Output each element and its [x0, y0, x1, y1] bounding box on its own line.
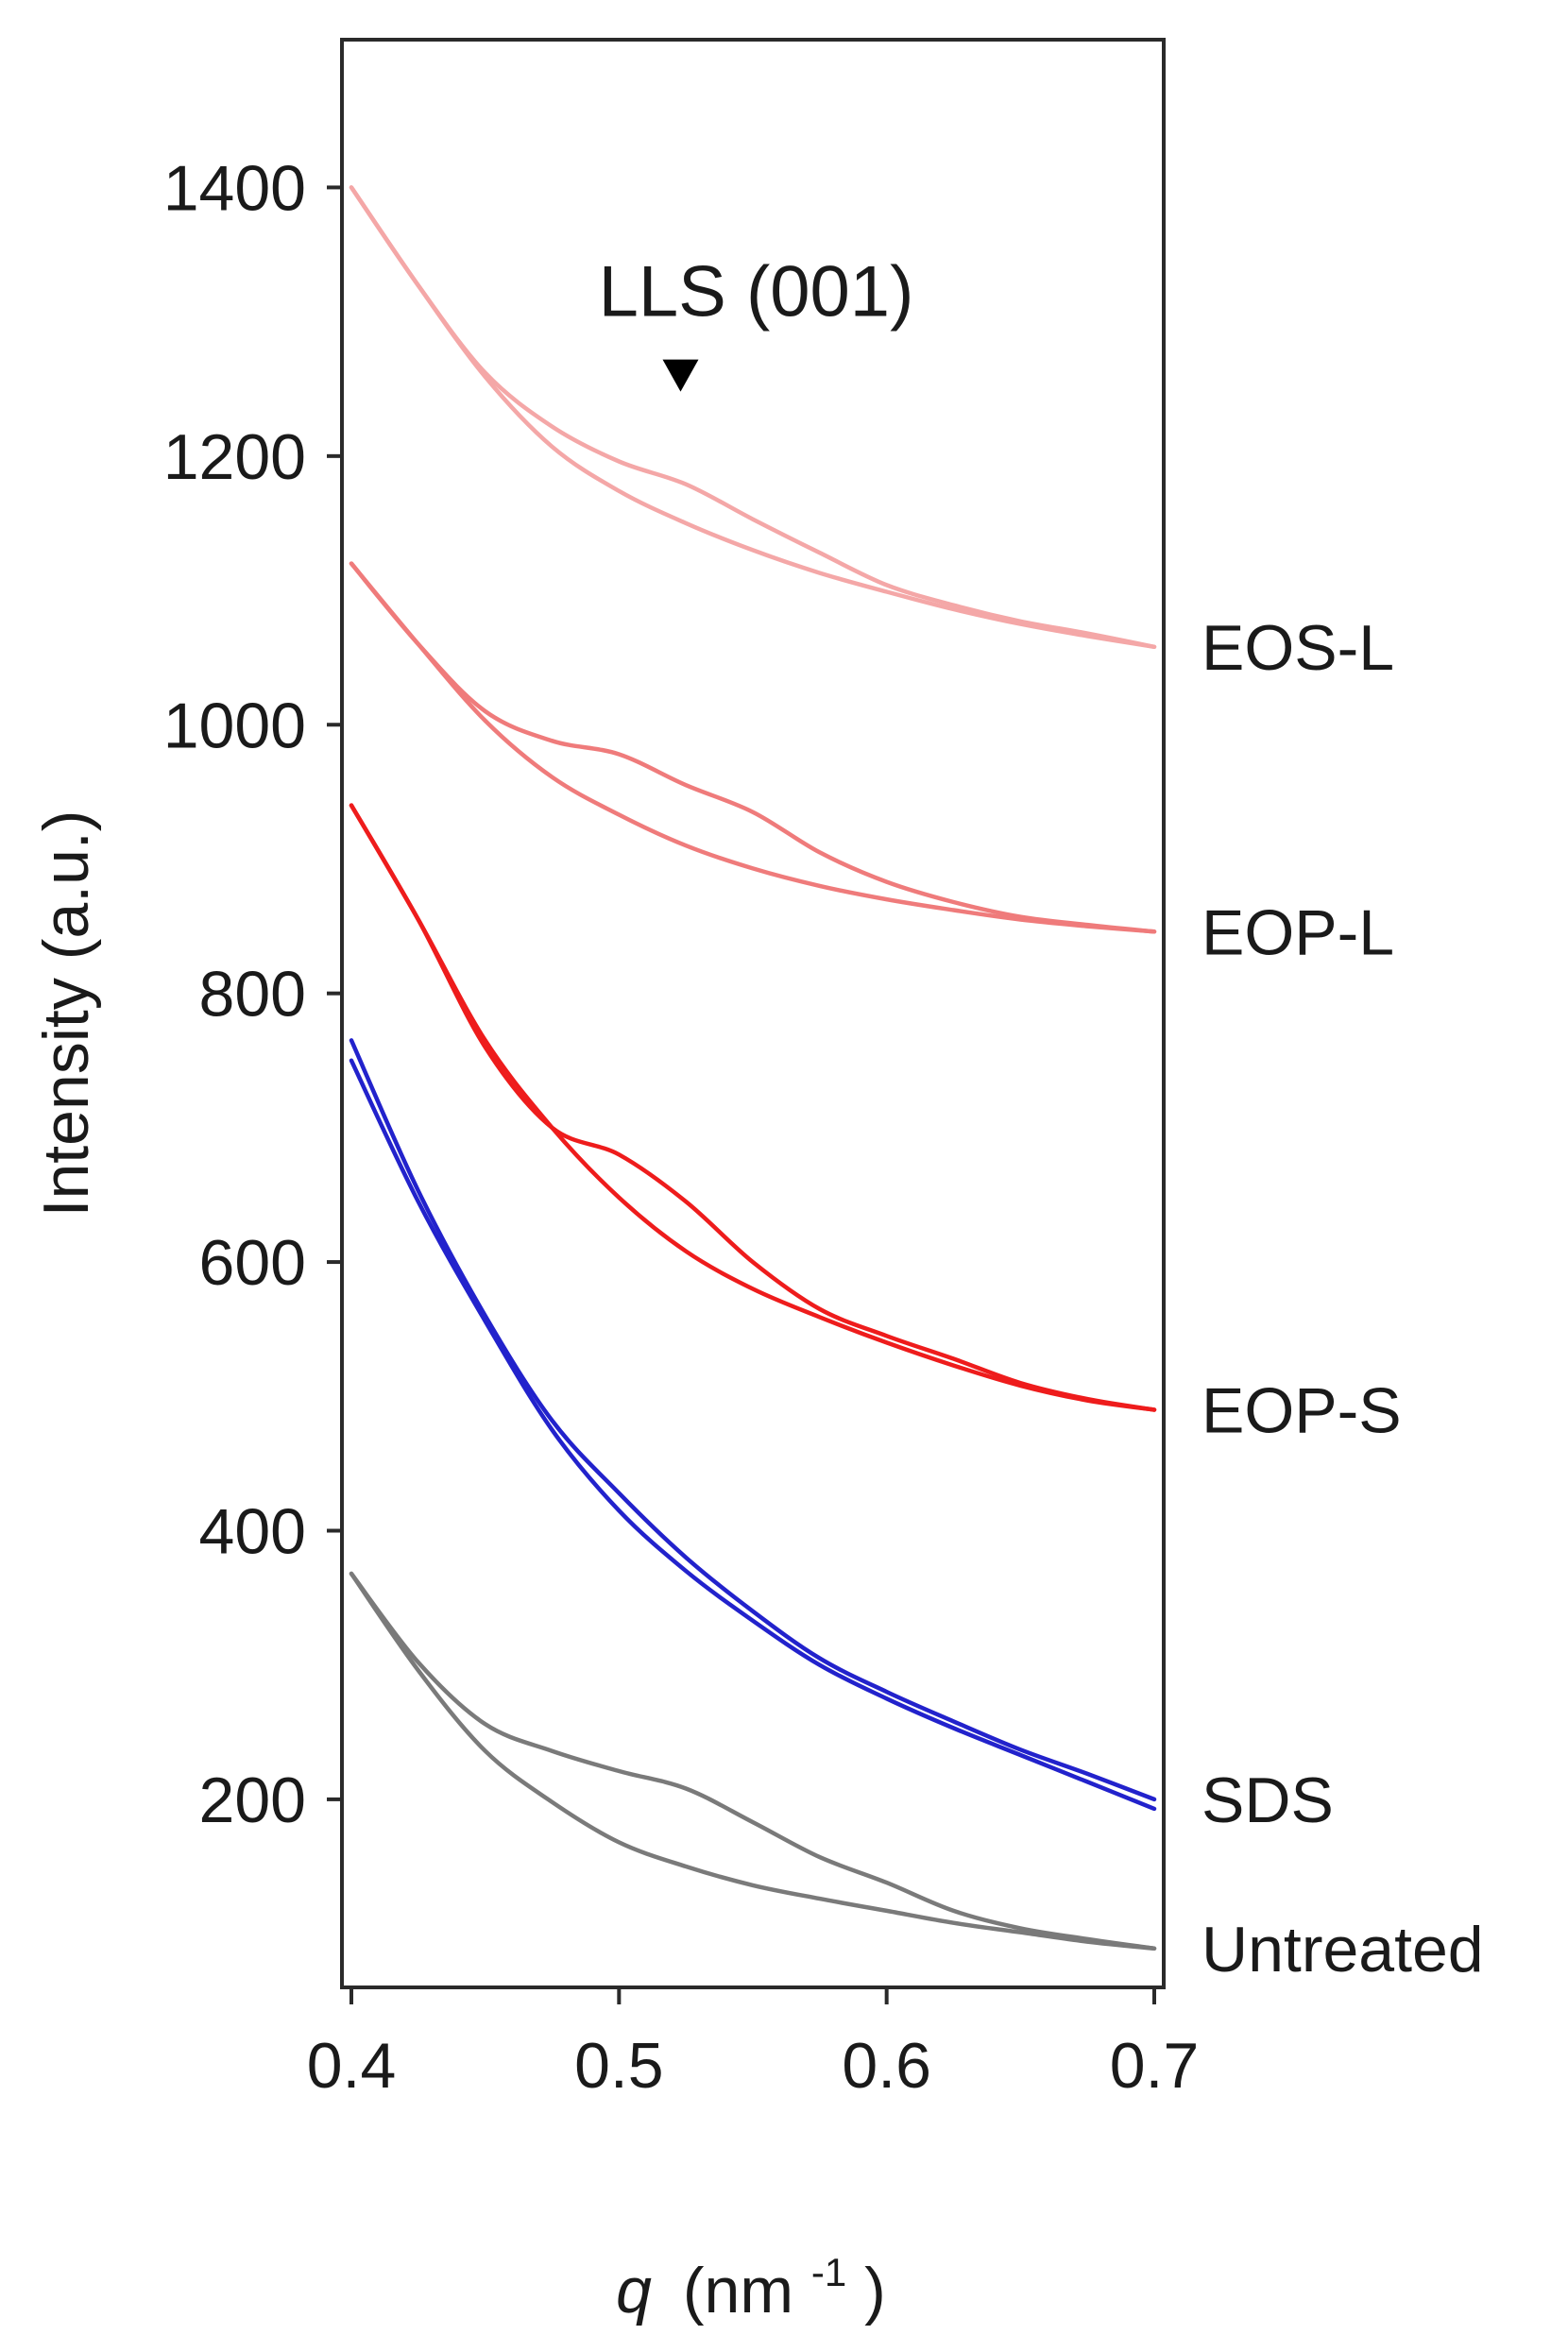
x-axis-variable: q: [616, 2255, 652, 2326]
annotation: LLS (001): [599, 252, 914, 392]
x-axis-units-exponent: -1: [811, 2250, 846, 2294]
y-tick-label: 1400: [163, 152, 306, 224]
series-line-untreated-2: [349, 1571, 1157, 1952]
plot-frame: [340, 38, 1166, 1989]
x-tick-label: 0.4: [307, 2030, 397, 2102]
series-label-sds: SDS: [1202, 1764, 1334, 1836]
y-tick-label: 600: [199, 1227, 306, 1299]
y-axis-title: Intensity (a.u.): [30, 810, 102, 1218]
series-line-untreated-1: [349, 1571, 1157, 1952]
series-layer: [349, 185, 1157, 1952]
series-labels: EOS-L EOP-L EOP-S SDS Untreated: [1202, 612, 1484, 1986]
x-axis-units-close: ): [864, 2255, 886, 2326]
x-axis-title: q (nm -1 ): [616, 2228, 886, 2326]
annotation-label: LLS (001): [599, 252, 914, 332]
down-triangle-marker: [662, 359, 699, 392]
series-line-eop-s-2: [349, 803, 1157, 1412]
series-label-eop-s: EOP-S: [1202, 1375, 1402, 1447]
series-line-eop-l-1: [349, 561, 1157, 934]
series-line-sds-1: [349, 1038, 1157, 1802]
x-tick-label: 0.6: [842, 2030, 931, 2102]
y-tick-label: 1200: [163, 421, 306, 493]
series-line-eos-l-2: [349, 185, 1157, 650]
x-tick-label: 0.5: [574, 2030, 664, 2102]
series-line-sds-2: [349, 1058, 1157, 1812]
y-tick-label: 400: [199, 1495, 306, 1567]
series-label-eos-l: EOS-L: [1202, 612, 1394, 684]
x-tick-label: 0.7: [1110, 2030, 1200, 2102]
y-axis: 200 400 600 800 1000 1200 1400: [163, 152, 342, 1836]
y-tick-label: 1000: [163, 690, 306, 761]
series-label-eop-l: EOP-L: [1202, 896, 1394, 968]
x-axis: 0.4 0.5 0.6 0.7: [307, 1987, 1200, 2102]
y-tick-label: 200: [199, 1764, 306, 1836]
series-line-eop-s-1: [349, 803, 1157, 1412]
series-line-eop-l-2: [349, 561, 1157, 934]
x-axis-units: (nm: [683, 2255, 793, 2326]
series-label-untreated: Untreated: [1202, 1914, 1484, 1986]
y-tick-label: 800: [199, 959, 306, 1031]
